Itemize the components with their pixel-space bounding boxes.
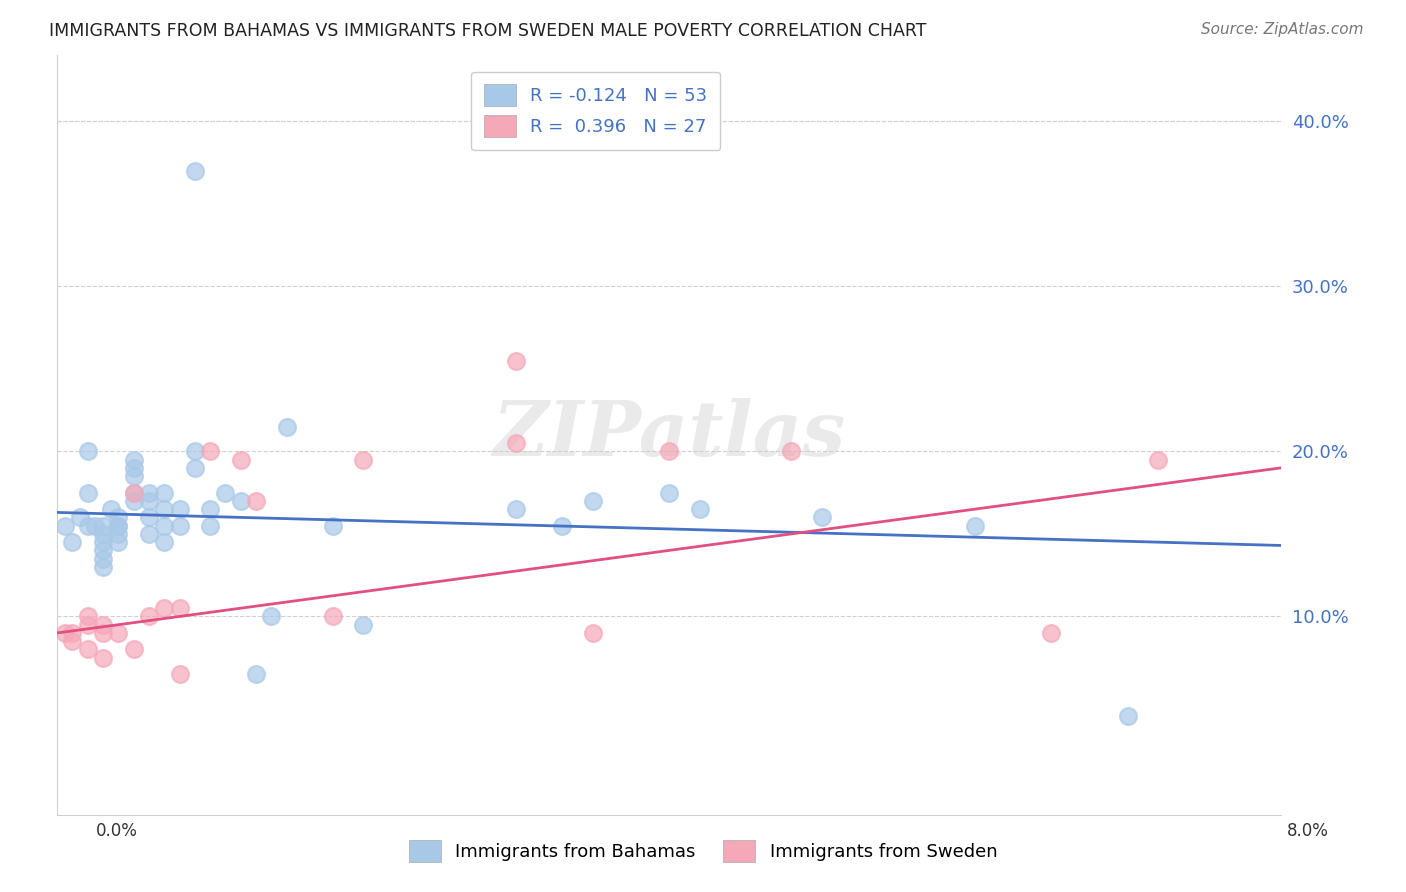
Point [1040, 626, 1063, 640]
Text: IMMIGRANTS FROM BAHAMAS VS IMMIGRANTS FROM SWEDEN MALE POVERTY CORRELATION CHART: IMMIGRANTS FROM BAHAMAS VS IMMIGRANTS FR… [49, 22, 927, 40]
Point [1116, 708, 1139, 723]
Point [122, 642, 145, 657]
Point [100, 502, 122, 516]
Point [91, 543, 114, 558]
Point [122, 494, 145, 508]
Point [91, 560, 114, 574]
Point [62, 535, 84, 549]
Point [138, 485, 160, 500]
Text: Source: ZipAtlas.com: Source: ZipAtlas.com [1201, 22, 1364, 37]
Point [229, 494, 252, 508]
Point [505, 436, 527, 450]
Point [138, 527, 160, 541]
Point [581, 494, 603, 508]
Point [321, 609, 343, 624]
Point [551, 518, 574, 533]
Point [260, 609, 283, 624]
Text: ZIPatlas: ZIPatlas [492, 398, 845, 472]
Point [138, 494, 160, 508]
Point [76, 609, 98, 624]
Point [198, 444, 221, 458]
Point [53, 518, 76, 533]
Point [122, 485, 145, 500]
Point [107, 535, 129, 549]
Point [184, 444, 207, 458]
Legend: R = -0.124   N = 53, R =  0.396   N = 27: R = -0.124 N = 53, R = 0.396 N = 27 [471, 71, 720, 150]
Point [76, 642, 98, 657]
Point [153, 518, 176, 533]
Point [658, 485, 681, 500]
Point [658, 444, 681, 458]
Point [107, 510, 129, 524]
Point [76, 485, 98, 500]
Point [505, 502, 527, 516]
Point [122, 452, 145, 467]
Point [76, 518, 98, 533]
Text: 0.0%: 0.0% [96, 822, 138, 840]
Point [581, 626, 603, 640]
Point [153, 601, 176, 615]
Point [107, 626, 129, 640]
Point [169, 518, 191, 533]
Point [169, 601, 191, 615]
Point [321, 518, 343, 533]
Point [53, 626, 76, 640]
Legend: Immigrants from Bahamas, Immigrants from Sweden: Immigrants from Bahamas, Immigrants from… [401, 833, 1005, 870]
Point [229, 452, 252, 467]
Point [91, 535, 114, 549]
Point [963, 518, 986, 533]
Point [107, 527, 129, 541]
Point [138, 609, 160, 624]
Point [91, 650, 114, 665]
Point [76, 617, 98, 632]
Point [138, 510, 160, 524]
Point [153, 485, 176, 500]
Point [107, 518, 129, 533]
Point [153, 502, 176, 516]
Point [184, 461, 207, 475]
Point [245, 494, 267, 508]
Point [198, 502, 221, 516]
Point [91, 527, 114, 541]
Point [62, 634, 84, 648]
Point [76, 444, 98, 458]
Point [780, 444, 803, 458]
Point [276, 419, 298, 434]
Text: 8.0%: 8.0% [1286, 822, 1329, 840]
Point [107, 518, 129, 533]
Point [91, 518, 114, 533]
Point [214, 485, 236, 500]
Point [62, 626, 84, 640]
Point [505, 353, 527, 368]
Point [184, 163, 207, 178]
Point [91, 626, 114, 640]
Point [689, 502, 711, 516]
Point [91, 617, 114, 632]
Point [84, 518, 107, 533]
Point [122, 485, 145, 500]
Point [91, 551, 114, 566]
Point [1147, 452, 1170, 467]
Point [69, 510, 91, 524]
Point [198, 518, 221, 533]
Point [352, 617, 374, 632]
Point [122, 469, 145, 483]
Point [153, 535, 176, 549]
Point [169, 502, 191, 516]
Point [122, 461, 145, 475]
Point [169, 667, 191, 681]
Point [245, 667, 267, 681]
Point [352, 452, 374, 467]
Point [811, 510, 834, 524]
